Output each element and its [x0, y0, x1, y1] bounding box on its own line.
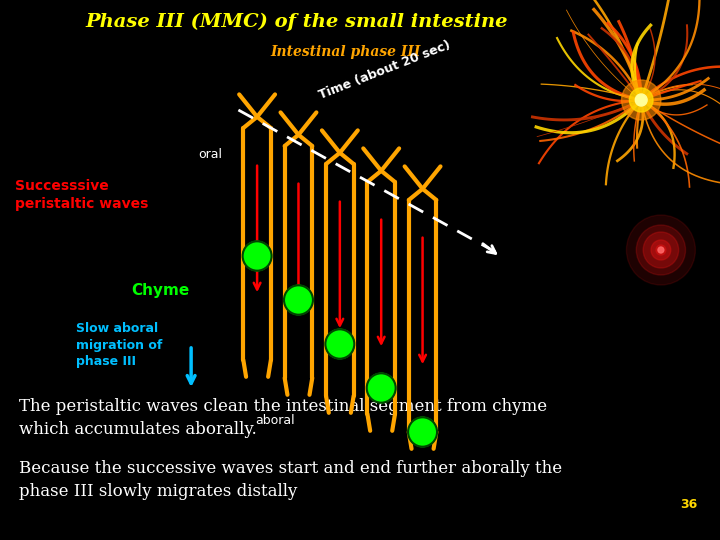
Text: Phase III (MMC) of the small intestine: Phase III (MMC) of the small intestine	[85, 13, 508, 31]
Text: Time (about 20 sec): Time (about 20 sec)	[318, 38, 453, 102]
Circle shape	[626, 215, 696, 285]
Circle shape	[658, 247, 664, 253]
Circle shape	[243, 241, 271, 271]
Circle shape	[284, 285, 313, 315]
Text: The peristaltic waves clean the intestinal segment from chyme
which accumulates : The peristaltic waves clean the intestin…	[19, 398, 547, 438]
Circle shape	[643, 232, 679, 268]
Text: Slow aboral
migration of
phase III: Slow aboral migration of phase III	[76, 321, 163, 368]
Text: Because the successive waves start and end further aborally the
phase III slowly: Because the successive waves start and e…	[19, 460, 562, 501]
Circle shape	[325, 329, 354, 359]
Circle shape	[408, 417, 437, 447]
Circle shape	[651, 240, 671, 260]
Text: aboral: aboral	[255, 414, 294, 427]
Circle shape	[656, 245, 666, 255]
Text: oral: oral	[199, 148, 222, 161]
Circle shape	[629, 88, 653, 112]
Text: Successsive
peristaltic waves: Successsive peristaltic waves	[15, 179, 148, 211]
Circle shape	[366, 373, 396, 403]
Circle shape	[635, 94, 647, 106]
Text: Chyme: Chyme	[132, 282, 189, 298]
Circle shape	[636, 225, 685, 275]
Text: Intestinal phase III: Intestinal phase III	[271, 45, 421, 59]
Text: 36: 36	[680, 498, 697, 511]
Circle shape	[621, 80, 661, 120]
